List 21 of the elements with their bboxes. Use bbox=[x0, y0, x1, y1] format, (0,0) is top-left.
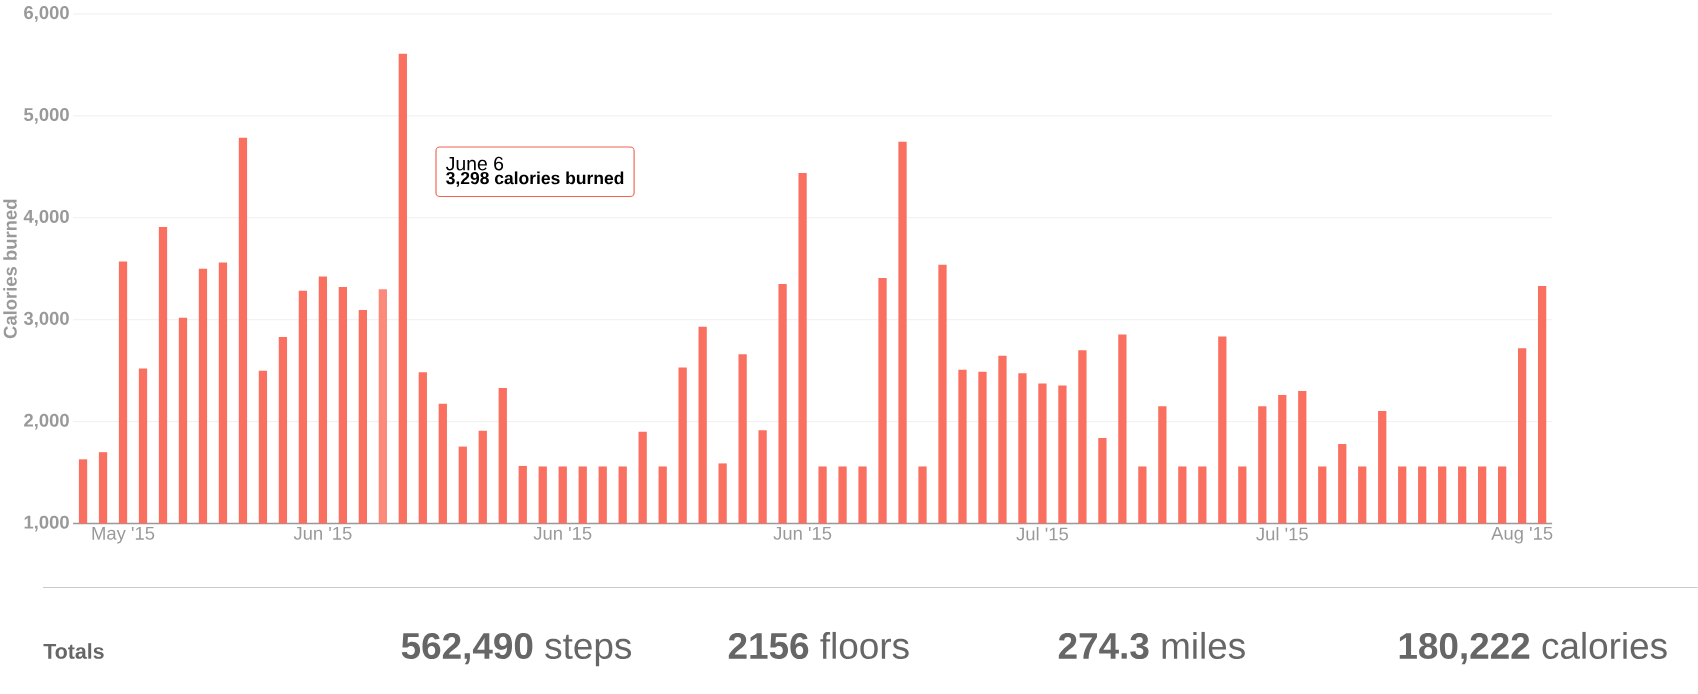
y-tick-label: 6,000 bbox=[24, 6, 69, 22]
x-tick-label: Jun '15 bbox=[773, 527, 832, 540]
x-tick-label: Jun '15 bbox=[293, 527, 352, 540]
annotation: 3,298 calories burned bbox=[446, 171, 624, 187]
x-tick-label: Jun '15 bbox=[533, 527, 592, 540]
text: 274.3 miles bbox=[1058, 632, 1245, 660]
y-axis-title: Calories burned bbox=[3, 199, 17, 339]
y-tick-label: 2,000 bbox=[24, 413, 69, 430]
annotation: June 6 bbox=[446, 156, 504, 171]
x-tick-label: Jul '15 bbox=[1256, 527, 1308, 541]
y-tick-label: 1,000 bbox=[24, 515, 69, 532]
y-tick-label: 3,000 bbox=[23, 311, 69, 328]
x-tick-label: Aug '15 bbox=[1491, 527, 1553, 544]
y-tick-label: 4,000 bbox=[23, 210, 69, 226]
y-tick-label: 5,000 bbox=[24, 108, 69, 124]
x-tick-label: May '15 bbox=[92, 527, 155, 544]
x-tick-label: Jul '15 bbox=[1016, 527, 1069, 541]
text: Totals bbox=[43, 643, 104, 659]
text: 2156 floors bbox=[728, 632, 909, 660]
text: 180,222 calories bbox=[1399, 632, 1667, 665]
text: 562,490 steps bbox=[401, 633, 632, 667]
